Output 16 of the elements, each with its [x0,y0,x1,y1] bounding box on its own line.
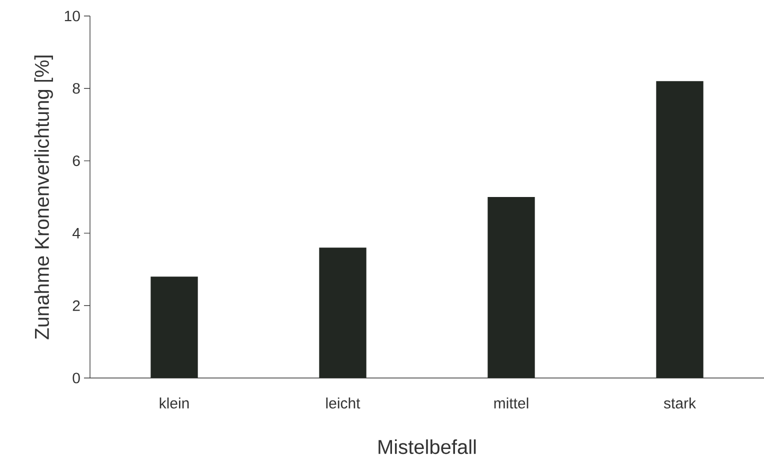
bar [656,81,704,378]
y-tick-label: 6 [72,155,80,166]
x-tick-label: leicht [326,398,360,409]
y-tick-label: 4 [72,228,80,238]
y-tick-label: 2 [72,300,80,311]
bar [319,248,366,378]
x-tick-label: mittel [494,398,528,409]
x-axis-title: Mistelbefall [378,439,476,454]
bar [488,196,535,378]
x-tick-label: klein [160,398,189,409]
bar [150,276,198,378]
x-tick-label: stark [664,398,696,409]
y-axis-title: Zunahme Kronenverlichtung [%] [34,56,53,340]
y-tick-label: 8 [72,83,80,94]
y-tick-label: 10 [64,10,80,22]
y-tick-label: 0 [72,372,80,384]
